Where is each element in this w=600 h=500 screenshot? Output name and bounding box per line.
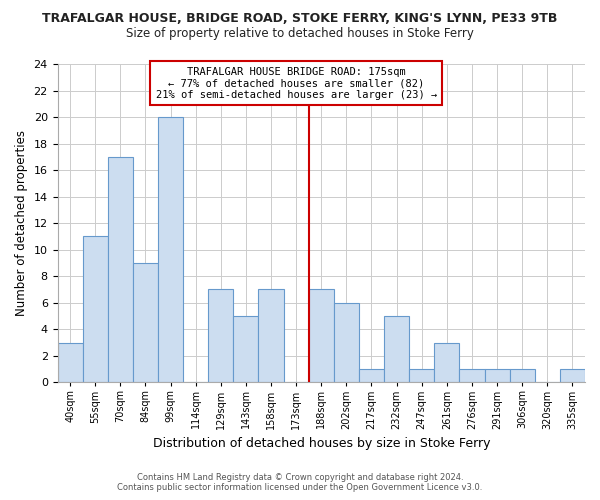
Bar bbox=[58, 342, 83, 382]
X-axis label: Distribution of detached houses by size in Stoke Ferry: Distribution of detached houses by size … bbox=[152, 437, 490, 450]
Bar bbox=[208, 290, 233, 382]
Bar bbox=[359, 369, 384, 382]
Bar bbox=[409, 369, 434, 382]
Y-axis label: Number of detached properties: Number of detached properties bbox=[15, 130, 28, 316]
Text: TRAFALGAR HOUSE BRIDGE ROAD: 175sqm
← 77% of detached houses are smaller (82)
21: TRAFALGAR HOUSE BRIDGE ROAD: 175sqm ← 77… bbox=[155, 66, 437, 100]
Text: TRAFALGAR HOUSE, BRIDGE ROAD, STOKE FERRY, KING'S LYNN, PE33 9TB: TRAFALGAR HOUSE, BRIDGE ROAD, STOKE FERR… bbox=[43, 12, 557, 26]
Bar bbox=[309, 290, 334, 382]
Bar bbox=[259, 290, 284, 382]
Bar bbox=[83, 236, 108, 382]
Bar bbox=[108, 157, 133, 382]
Bar bbox=[233, 316, 259, 382]
Bar bbox=[384, 316, 409, 382]
Bar bbox=[334, 303, 359, 382]
Bar bbox=[560, 369, 585, 382]
Bar bbox=[434, 342, 460, 382]
Bar bbox=[460, 369, 485, 382]
Bar bbox=[133, 263, 158, 382]
Bar bbox=[158, 117, 183, 382]
Bar bbox=[485, 369, 509, 382]
Text: Size of property relative to detached houses in Stoke Ferry: Size of property relative to detached ho… bbox=[126, 28, 474, 40]
Text: Contains HM Land Registry data © Crown copyright and database right 2024.
Contai: Contains HM Land Registry data © Crown c… bbox=[118, 473, 482, 492]
Bar bbox=[509, 369, 535, 382]
